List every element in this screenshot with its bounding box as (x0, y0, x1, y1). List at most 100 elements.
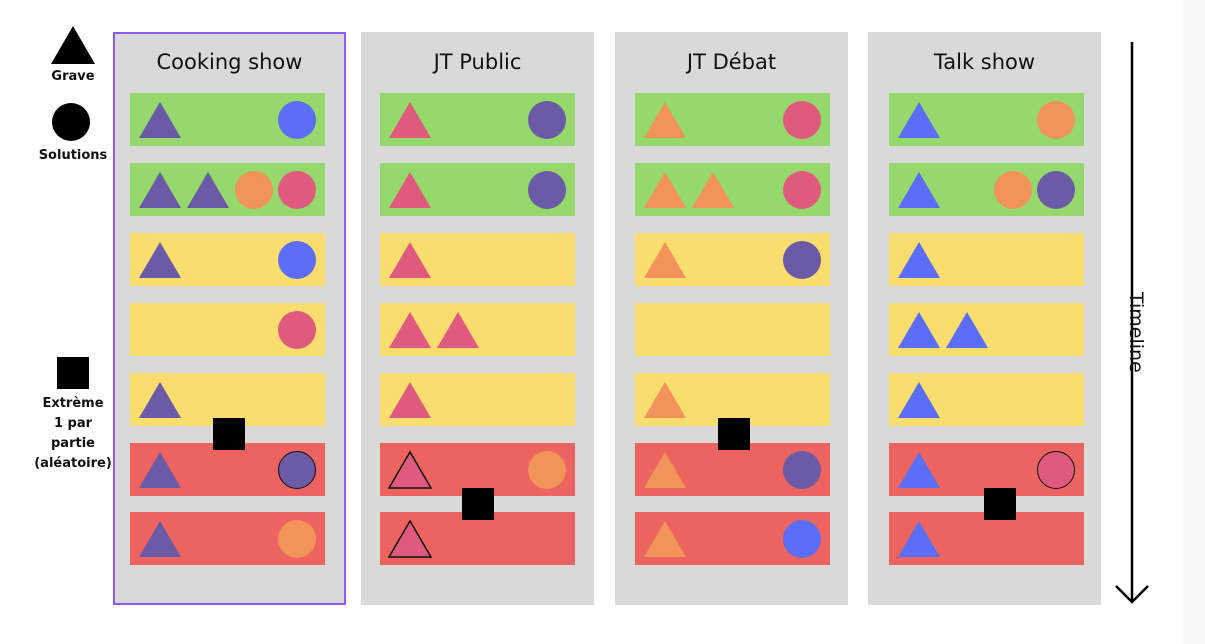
right-edge-strip (1183, 0, 1205, 644)
timeline-arrow-icon (1115, 42, 1149, 604)
triangle-icon (389, 102, 431, 138)
circle-icon (783, 451, 821, 489)
card-yellow[interactable] (635, 373, 830, 426)
triangle-icon (898, 242, 940, 278)
card-yellow[interactable] (635, 303, 830, 356)
card-red[interactable] (380, 512, 575, 565)
card-yellow[interactable] (889, 373, 1084, 426)
legend-extreme-label: Extrème 1 par partie (aléatoire) (24, 394, 122, 474)
legend-solutions-label: Solutions (38, 148, 108, 163)
column-talk-show[interactable]: Talk show (868, 32, 1101, 605)
card-yellow[interactable] (889, 233, 1084, 286)
column-jt-debat[interactable]: JT Débat (615, 32, 848, 605)
card-red[interactable] (380, 443, 575, 496)
card-green[interactable] (380, 93, 575, 146)
card-red[interactable] (889, 512, 1084, 565)
card-green[interactable] (889, 93, 1084, 146)
triangle-icon (139, 242, 181, 278)
circle-icon (1037, 171, 1075, 209)
triangle-icon (187, 172, 229, 208)
circle-icon (528, 451, 566, 489)
circle-icon (783, 171, 821, 209)
extreme-square-jt-public[interactable] (462, 488, 494, 520)
triangle-icon (898, 312, 940, 348)
card-red[interactable] (635, 512, 830, 565)
card-green[interactable] (130, 93, 325, 146)
circle-icon (278, 101, 316, 139)
triangle-icon (139, 521, 181, 557)
triangle-icon (139, 102, 181, 138)
triangle-icon (898, 521, 940, 557)
extreme-square-cooking-show[interactable] (213, 418, 245, 450)
column-cooking-show[interactable]: Cooking show (113, 32, 346, 605)
card-green[interactable] (130, 163, 325, 216)
extreme-square-jt-debat[interactable] (718, 418, 750, 450)
triangle-icon (644, 102, 686, 138)
triangle-icon (898, 382, 940, 418)
circle-icon (783, 241, 821, 279)
triangle-icon (139, 382, 181, 418)
triangle-icon (946, 312, 988, 348)
card-green[interactable] (635, 93, 830, 146)
circle-icon (528, 101, 566, 139)
extreme-line: partie (51, 436, 95, 451)
card-yellow[interactable] (380, 373, 575, 426)
grave-triangle-icon (51, 26, 95, 64)
triangle-icon (139, 452, 181, 488)
triangle-icon (644, 172, 686, 208)
card-red[interactable] (130, 443, 325, 496)
triangle-icon (898, 102, 940, 138)
card-red[interactable] (635, 443, 830, 496)
circle-icon (783, 101, 821, 139)
card-yellow[interactable] (130, 303, 325, 356)
extreme-line: Extrème (42, 396, 104, 411)
card-green[interactable] (635, 163, 830, 216)
triangle-icon (389, 242, 431, 278)
triangle-icon (389, 312, 431, 348)
column-title: Cooking show (156, 50, 303, 74)
triangle-icon (387, 519, 433, 558)
extreme-square-talk-show[interactable] (984, 488, 1016, 520)
card-green[interactable] (380, 163, 575, 216)
circle-icon (235, 171, 273, 209)
solutions-circle-icon (52, 103, 90, 141)
circle-icon (278, 311, 316, 349)
card-yellow[interactable] (130, 233, 325, 286)
circle-icon (783, 520, 821, 558)
column-title: JT Débat (686, 50, 777, 74)
card-yellow[interactable] (130, 373, 325, 426)
triangle-icon (389, 382, 431, 418)
triangle-icon (644, 521, 686, 557)
triangle-icon (644, 242, 686, 278)
triangle-icon (692, 172, 734, 208)
circle-icon (528, 171, 566, 209)
card-green[interactable] (889, 163, 1084, 216)
card-yellow[interactable] (889, 303, 1084, 356)
circle-icon (278, 451, 316, 489)
column-jt-public[interactable]: JT Public (361, 32, 594, 605)
triangle-icon (898, 452, 940, 488)
circle-icon (1037, 451, 1075, 489)
triangle-icon (139, 172, 181, 208)
column-title: Talk show (933, 50, 1036, 74)
triangle-icon (389, 172, 431, 208)
triangle-icon (387, 450, 433, 489)
circle-icon (994, 171, 1032, 209)
card-yellow[interactable] (635, 233, 830, 286)
extreme-square-icon (57, 357, 89, 389)
extreme-line: 1 par (53, 416, 93, 431)
triangle-icon (644, 382, 686, 418)
legend-grave-label: Grave (51, 69, 95, 84)
timeline-label: Timeline (1125, 292, 1147, 373)
circle-icon (278, 520, 316, 558)
circle-icon (1037, 101, 1075, 139)
card-yellow[interactable] (380, 303, 575, 356)
card-yellow[interactable] (380, 233, 575, 286)
triangle-icon (437, 312, 479, 348)
column-title: JT Public (433, 50, 522, 74)
card-red[interactable] (130, 512, 325, 565)
card-red[interactable] (889, 443, 1084, 496)
triangle-icon (644, 452, 686, 488)
triangle-icon (898, 172, 940, 208)
circle-icon (278, 241, 316, 279)
